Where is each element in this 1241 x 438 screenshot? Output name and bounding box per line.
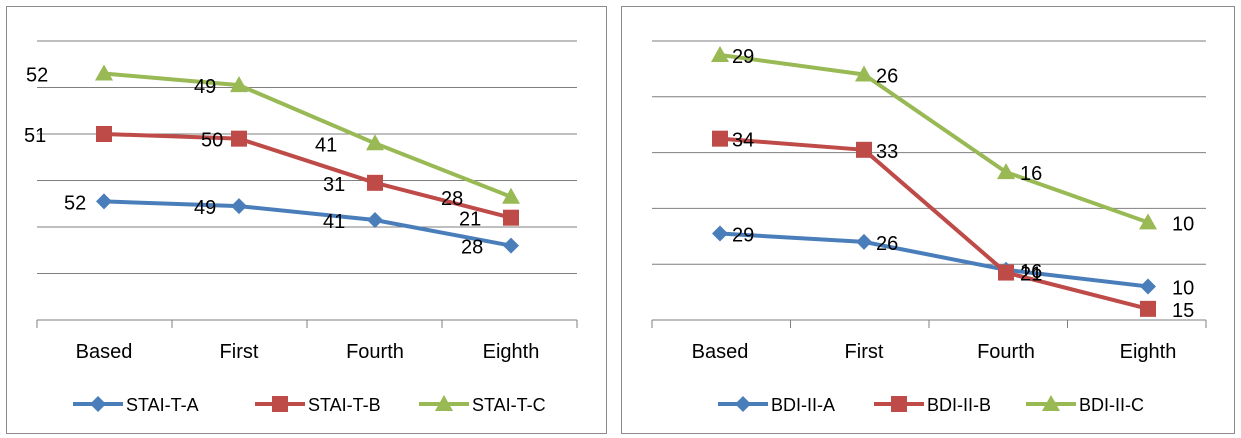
data-label: 10 <box>1172 278 1194 300</box>
legend-label-bdi-ii-a: BDI-II-A <box>771 395 835 415</box>
bdi-chart-panel: Based First Fourth Eighth 29 26 16 10 34 33 21 15 29… <box>621 6 1235 434</box>
data-point-bdi-ii-c-2 <box>997 163 1015 180</box>
data-label: 51 <box>24 125 46 147</box>
category-label-eighth: Eighth <box>1120 341 1177 363</box>
data-label: 52 <box>26 65 48 87</box>
data-point-stai-t-a-2 <box>367 212 383 229</box>
data-label: 52 <box>64 192 86 214</box>
legend-label-bdi-ii-c: BDI-II-C <box>1079 395 1144 415</box>
data-label: 49 <box>194 76 216 98</box>
category-label-based: Based <box>76 341 133 363</box>
data-point-bdi-ii-c-1 <box>855 65 873 82</box>
category-label-eighth: Eighth <box>483 341 540 363</box>
legend-label-stai-t-b: STAI-T-B <box>308 395 381 415</box>
data-label: 31 <box>323 174 345 196</box>
data-point-stai-t-c-1 <box>230 76 248 93</box>
legend-label-stai-t-a: STAI-T-A <box>126 395 199 415</box>
data-point-bdi-ii-b-2 <box>998 264 1014 281</box>
data-point-stai-t-c-3 <box>502 187 520 204</box>
data-label: 21 <box>459 209 481 231</box>
data-point-stai-t-b-3 <box>503 209 519 226</box>
bdi-chart: Based First Fourth Eighth 29 26 16 10 34 33 21 15 29… <box>651 40 1207 415</box>
data-point-bdi-ii-b-0 <box>712 130 728 147</box>
data-label: 21 <box>1020 264 1042 286</box>
data-label: 34 <box>732 130 754 152</box>
series-line-bdi-ii-a <box>719 231 1149 289</box>
data-point-bdi-ii-a-0 <box>712 225 728 242</box>
data-label: 49 <box>194 197 216 219</box>
data-label: 29 <box>732 46 754 68</box>
category-label-first: First <box>845 341 884 363</box>
legend-marker-stai-t-a <box>90 396 106 412</box>
data-point-stai-t-c-0 <box>95 64 113 81</box>
data-label: 41 <box>315 134 337 156</box>
data-label: 50 <box>201 130 223 152</box>
series-line-stai-t-a <box>103 199 512 248</box>
data-label: 10 <box>1172 213 1194 235</box>
data-point-stai-t-a-0 <box>96 193 112 210</box>
data-label: 16 <box>1020 163 1042 185</box>
legend-marker-bdi-ii-a <box>735 396 751 412</box>
data-point-bdi-ii-c-0 <box>711 45 729 62</box>
data-label: 26 <box>876 65 898 87</box>
category-label-fourth: Fourth <box>977 341 1035 363</box>
data-label: 33 <box>876 141 898 163</box>
legend-label-bdi-ii-b: BDI-II-B <box>927 395 991 415</box>
data-point-bdi-ii-a-1 <box>856 233 872 250</box>
category-label-based: Based <box>692 341 749 363</box>
data-label: 29 <box>732 225 754 247</box>
data-point-stai-t-b-1 <box>231 130 247 147</box>
data-point-stai-t-b-0 <box>96 126 112 142</box>
data-point-stai-t-a-1 <box>231 198 247 215</box>
data-point-bdi-ii-b-1 <box>856 141 872 158</box>
series-line-stai-t-c <box>103 71 512 199</box>
legend-marker-bdi-ii-b <box>891 396 907 412</box>
series-line-bdi-ii-b <box>719 136 1149 311</box>
series-line-bdi-ii-c <box>719 52 1149 225</box>
legend-marker-bdi-ii-c <box>1042 395 1060 411</box>
data-point-bdi-ii-b-3 <box>1140 300 1156 317</box>
data-point-bdi-ii-c-3 <box>1139 213 1157 230</box>
category-label-fourth: Fourth <box>346 341 404 363</box>
category-label-first: First <box>220 341 259 363</box>
data-label: 26 <box>876 233 898 255</box>
data-label: 41 <box>323 211 345 233</box>
stai-chart-panel: Based First Fourth Eighth 52 49 41 28 51 50 31 21 52… <box>6 6 607 434</box>
stai-chart: Based First Fourth Eighth 52 49 41 28 51 50 31 21 52… <box>24 40 578 415</box>
data-point-bdi-ii-a-3 <box>1140 278 1156 295</box>
data-point-stai-t-a-3 <box>503 237 519 254</box>
data-point-stai-t-b-2 <box>367 174 383 191</box>
series-line-stai-t-b <box>103 132 512 220</box>
legend-label-stai-t-c: STAI-T-C <box>472 395 546 415</box>
data-label: 28 <box>441 188 463 210</box>
legend-marker-stai-t-b <box>272 396 288 412</box>
data-label: 28 <box>461 237 483 259</box>
data-label: 15 <box>1172 300 1194 322</box>
legend-marker-stai-t-c <box>435 395 453 411</box>
data-point-stai-t-c-2 <box>366 134 384 151</box>
